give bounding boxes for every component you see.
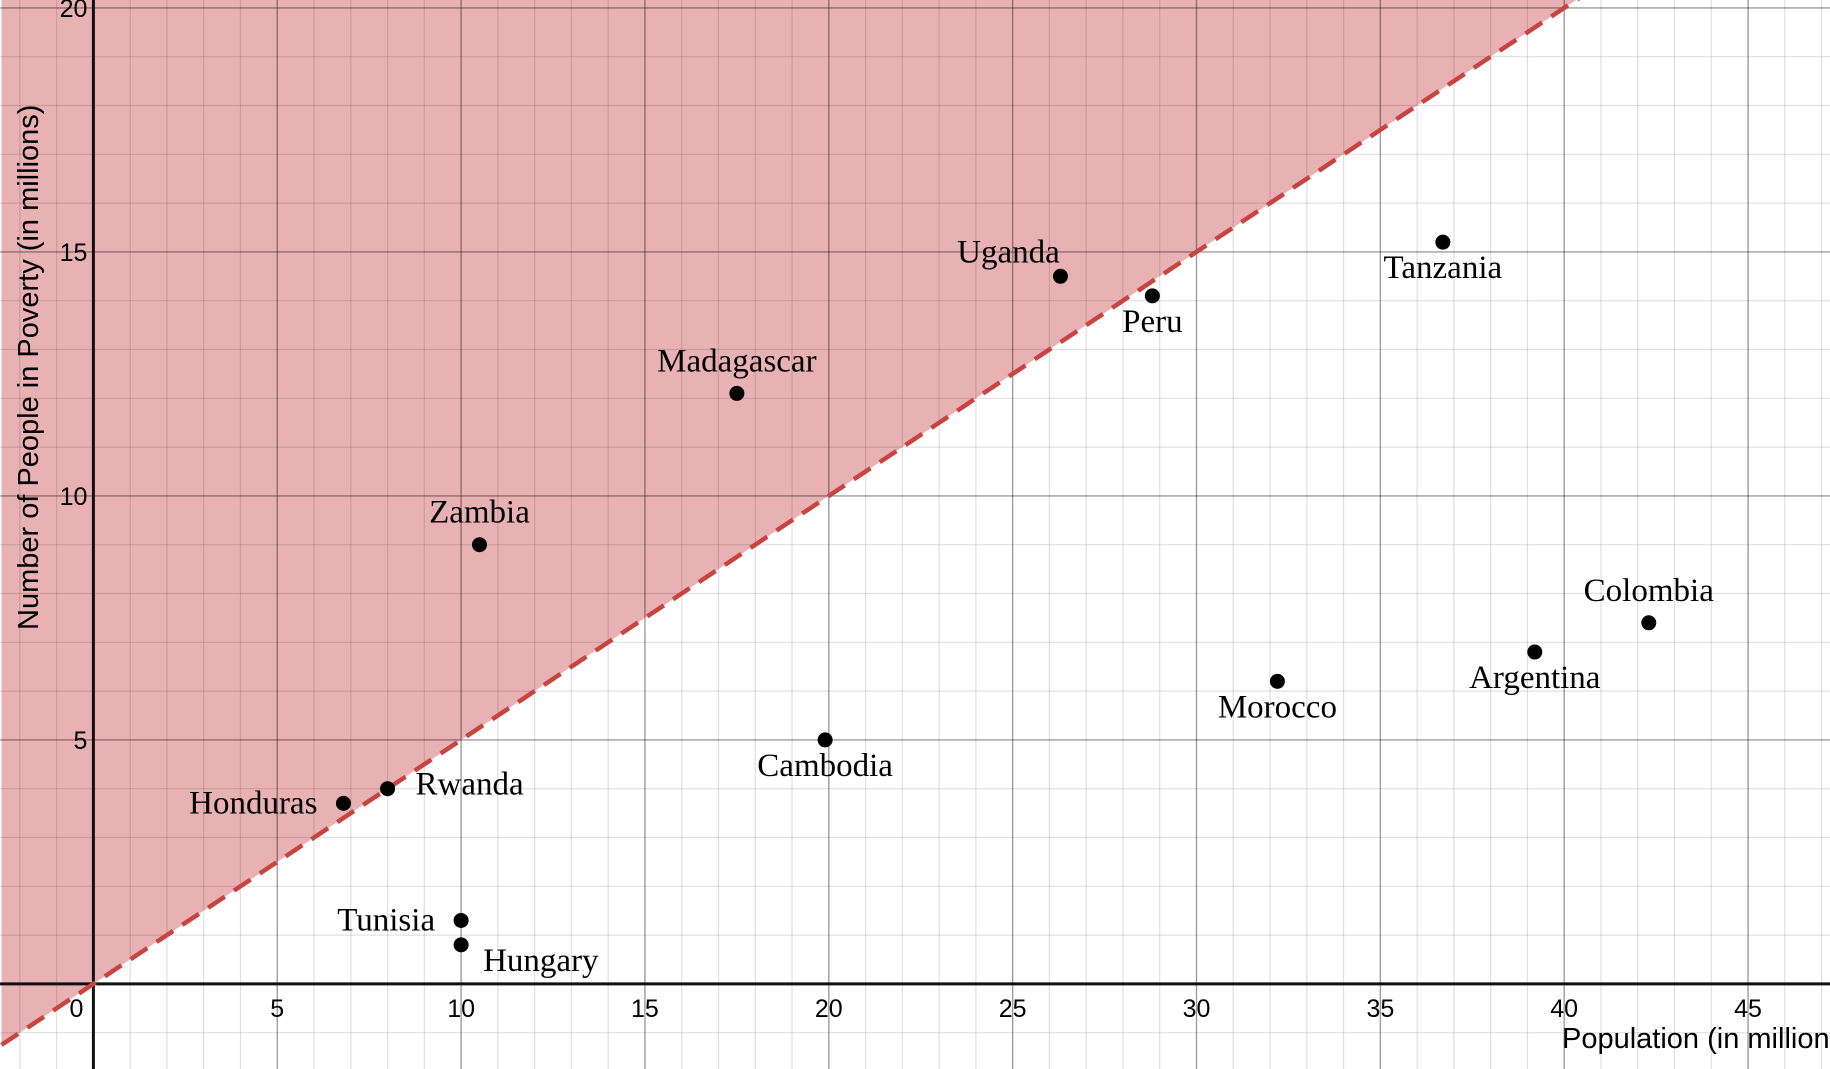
x-tick-label: 15 — [631, 995, 659, 1023]
data-point-zambia — [471, 537, 487, 553]
y-tick-label: 20 — [60, 0, 88, 23]
x-tick-label: 35 — [1366, 995, 1394, 1023]
point-label-hungary: Hungary — [483, 943, 599, 979]
point-label-argentina: Argentina — [1469, 660, 1601, 696]
data-point-colombia — [1641, 615, 1657, 631]
point-label-honduras: Honduras — [189, 785, 317, 821]
point-label-uganda: Uganda — [957, 234, 1060, 270]
point-label-zambia: Zambia — [429, 495, 530, 531]
data-point-tanzania — [1435, 234, 1451, 250]
data-point-honduras — [335, 795, 351, 811]
y-tick-label: 15 — [60, 239, 88, 267]
point-label-cambodia: Cambodia — [757, 748, 893, 784]
data-point-tunisia — [453, 912, 469, 928]
point-label-colombia: Colombia — [1584, 573, 1715, 609]
shaded-region — [1, 0, 1829, 1045]
y-tick-label: 10 — [60, 483, 88, 511]
x-tick-label: 45 — [1734, 995, 1762, 1023]
y-axis-title: Number of People in Poverty (in millions… — [13, 105, 45, 630]
x-tick-label: 30 — [1183, 995, 1211, 1023]
point-label-tunisia: Tunisia — [337, 902, 435, 938]
x-tick-label: 40 — [1550, 995, 1578, 1023]
x-tick-label: 10 — [447, 995, 475, 1023]
point-label-madagascar: Madagascar — [657, 343, 816, 379]
data-point-rwanda — [380, 781, 396, 797]
x-tick-label: 5 — [270, 995, 284, 1023]
point-label-peru: Peru — [1122, 304, 1183, 340]
x-axis-title: Population (in millions) — [1562, 1023, 1830, 1055]
y-tick-label: 5 — [73, 727, 87, 755]
data-point-argentina — [1527, 644, 1543, 660]
x-tick-label: 25 — [999, 995, 1027, 1023]
data-point-madagascar — [729, 385, 745, 401]
data-point-cambodia — [817, 732, 833, 748]
data-point-hungary — [453, 937, 469, 953]
point-label-tanzania: Tanzania — [1384, 250, 1503, 286]
data-point-peru — [1144, 288, 1160, 304]
boundary-line — [0, 0, 1581, 1047]
point-label-morocco: Morocco — [1218, 689, 1337, 725]
data-point-morocco — [1269, 673, 1285, 689]
point-label-rwanda: Rwanda — [416, 767, 524, 803]
data-point-uganda — [1052, 268, 1068, 284]
origin-label: 0 — [69, 995, 83, 1023]
x-tick-label: 20 — [815, 995, 843, 1023]
